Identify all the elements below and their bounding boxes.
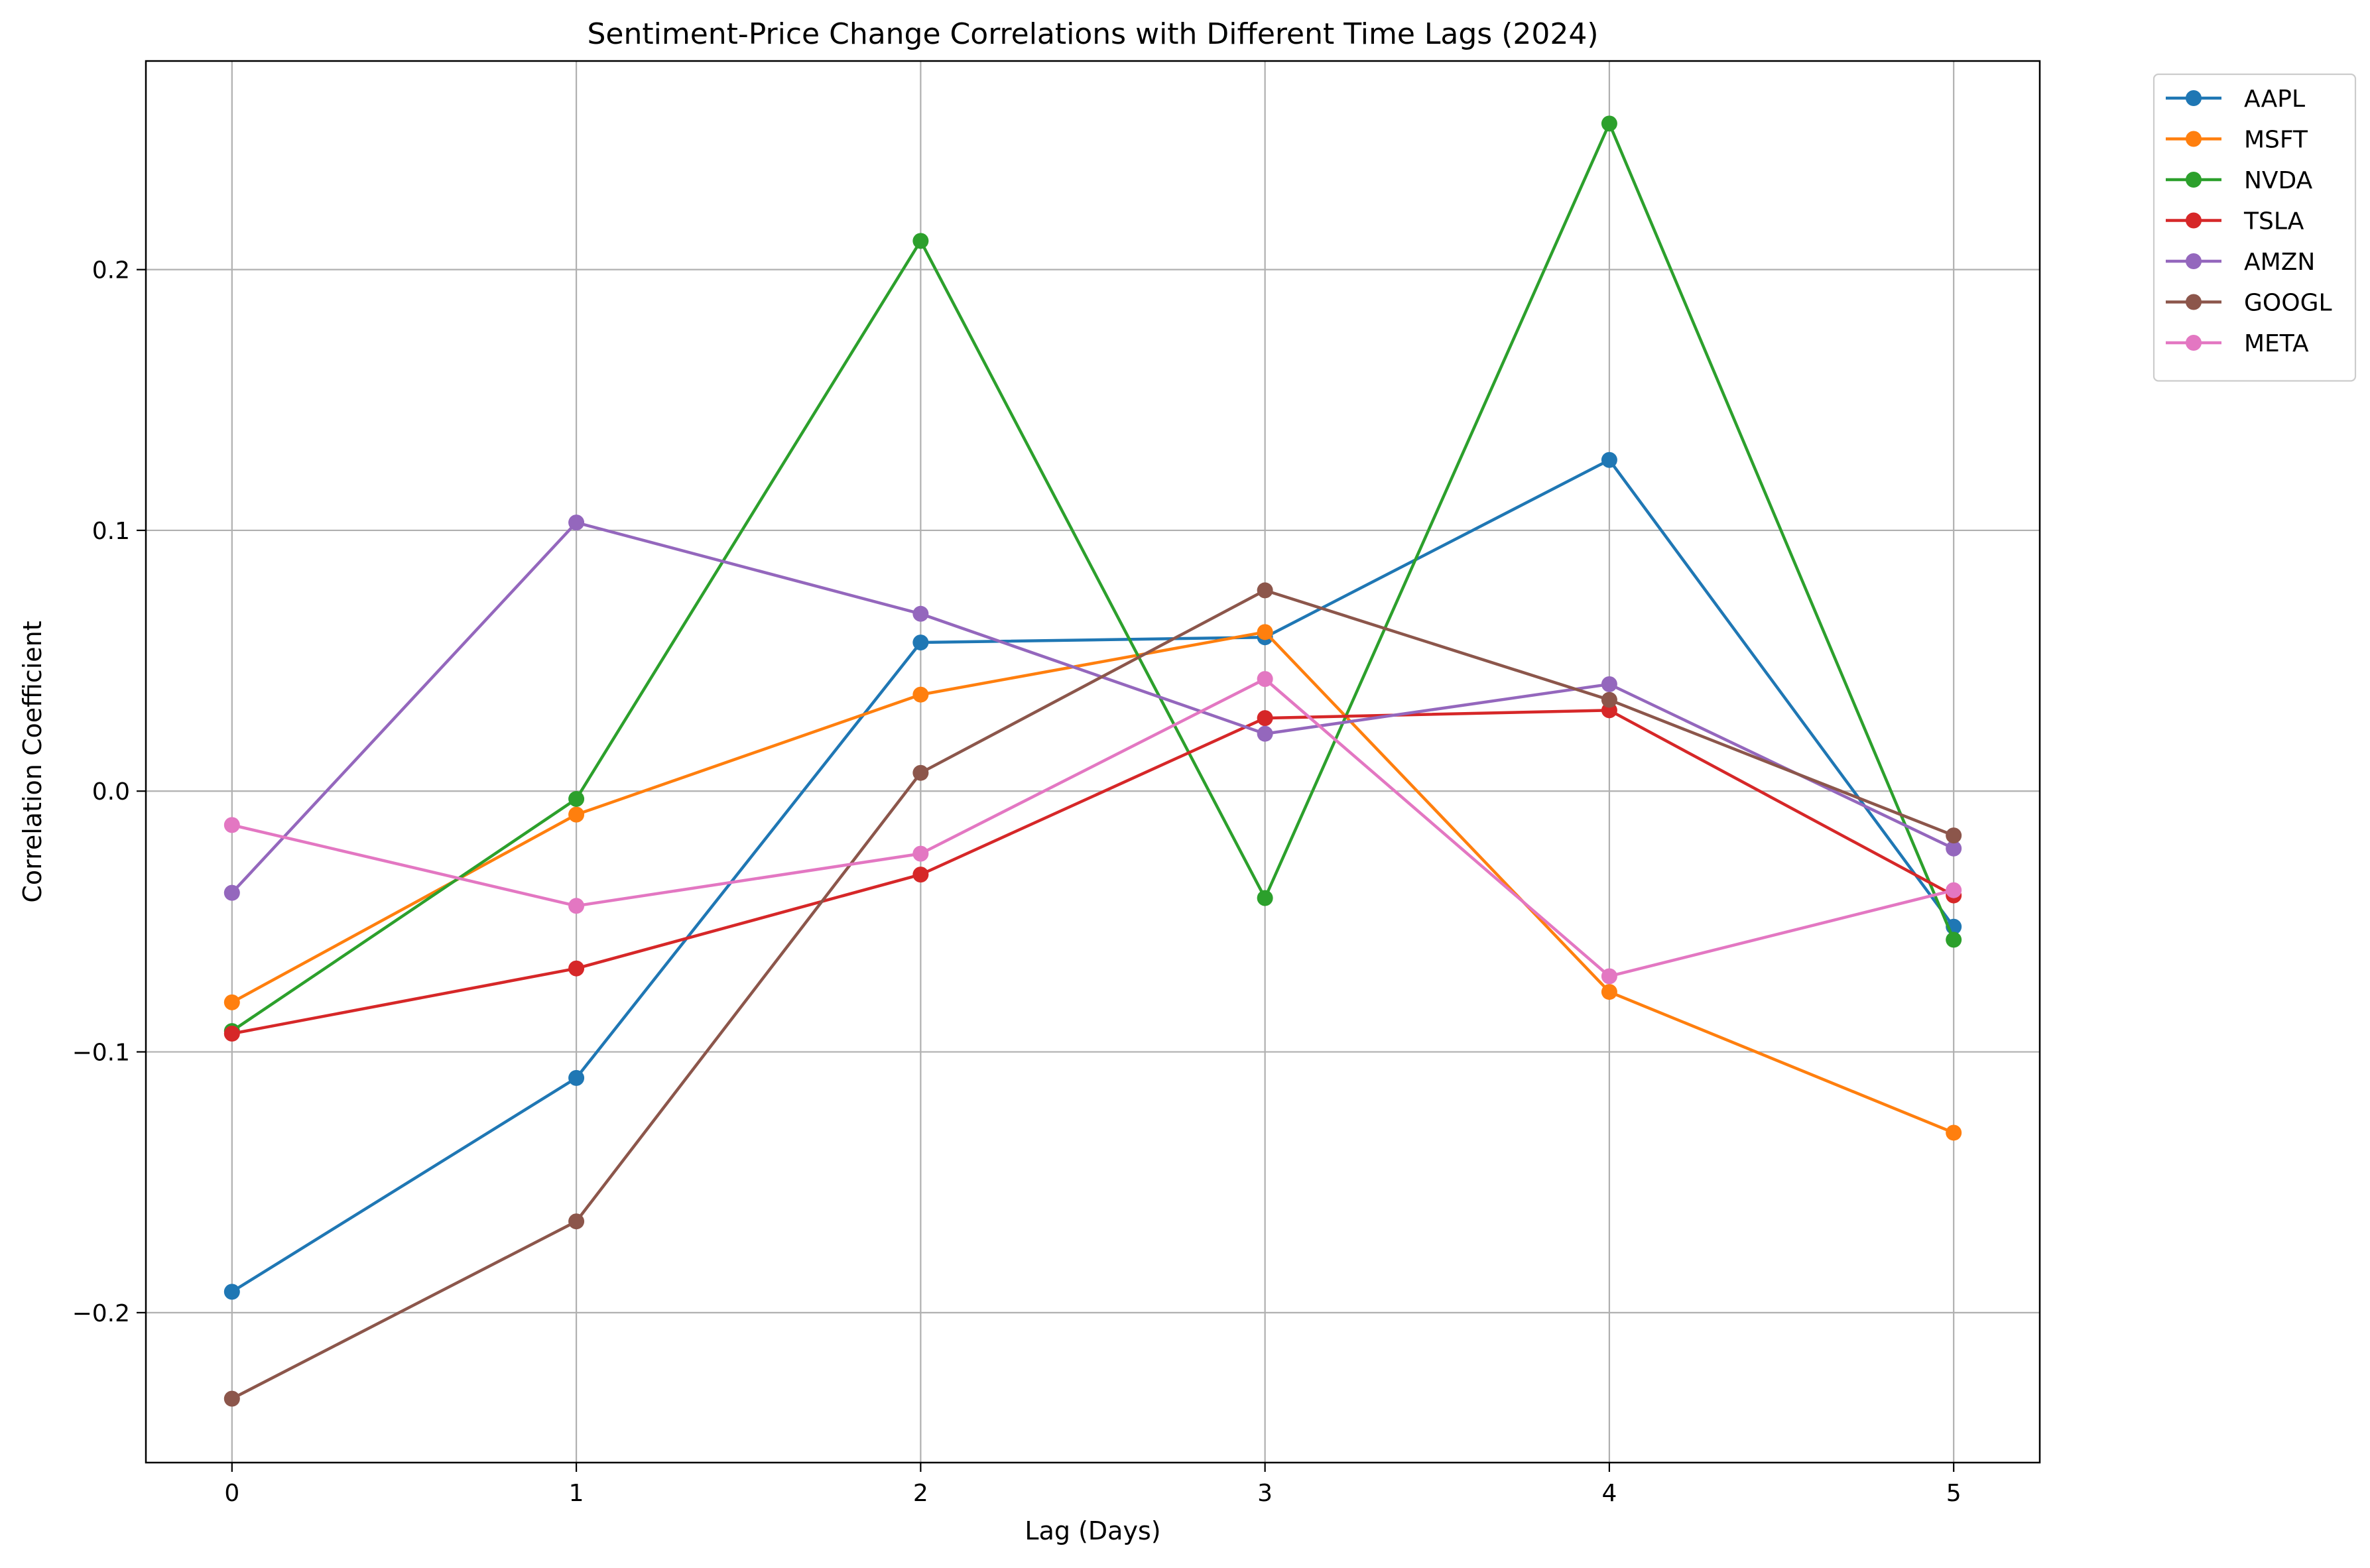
data-point-msft	[1601, 984, 1617, 1000]
data-point-tsla	[1257, 710, 1273, 727]
x-tick-label: 0	[224, 1480, 239, 1507]
series-line-amzn	[231, 520, 1955, 894]
data-point-aapl	[223, 1284, 240, 1300]
data-point-nvda	[912, 233, 929, 249]
series-amzn	[223, 514, 1962, 901]
data-point-meta	[568, 898, 585, 914]
y-axis-label: Correlation Coefficient	[18, 621, 47, 902]
y-tick-label: 0.1	[92, 518, 130, 545]
data-point-msft	[223, 994, 240, 1010]
y-tick-label: −0.2	[72, 1300, 130, 1327]
data-point-amzn	[568, 514, 585, 531]
x-tick-label: 1	[569, 1480, 584, 1507]
data-point-meta	[1946, 882, 1962, 898]
data-point-aapl	[1601, 452, 1617, 468]
x-tick-label: 3	[1257, 1480, 1273, 1507]
y-tick-label: 0.2	[92, 257, 130, 284]
y-tick-label: −0.1	[72, 1040, 130, 1067]
legend-entry: TSLA	[2166, 208, 2304, 235]
data-point-meta	[912, 845, 929, 862]
data-point-msft	[568, 806, 585, 823]
data-point-amzn	[912, 605, 929, 622]
series-line-tsla	[231, 709, 1955, 1036]
data-point-amzn	[1601, 676, 1617, 692]
data-point-nvda	[568, 791, 585, 808]
legend: AAPL MSFT NVDA TSLA AMZN GOOGL META	[2152, 73, 2357, 382]
data-point-amzn	[223, 884, 240, 901]
series-line-nvda	[231, 122, 1956, 1032]
legend-label: META	[2244, 330, 2309, 357]
series-nvda	[223, 115, 1962, 1040]
data-point-tsla	[568, 960, 585, 977]
x-tick-label: 4	[1601, 1480, 1617, 1507]
series-layer	[223, 115, 1962, 1407]
data-point-googl	[568, 1213, 585, 1230]
data-point-msft	[1946, 1124, 1962, 1141]
series-line-googl	[231, 589, 1955, 1400]
data-point-meta	[1257, 671, 1273, 688]
legend-label: NVDA	[2244, 167, 2313, 194]
x-axis-label: Lag (Days)	[1025, 1516, 1160, 1545]
y-tick-label: 0.0	[92, 778, 130, 806]
x-tick-label: 2	[913, 1480, 928, 1507]
data-point-nvda	[1601, 115, 1617, 132]
x-tick-label: 5	[1946, 1480, 1962, 1507]
data-point-aapl	[568, 1069, 585, 1086]
legend-entry: META	[2166, 330, 2309, 357]
data-point-meta	[1601, 968, 1617, 985]
legend-swatch-marker	[2186, 253, 2202, 269]
legend-label: MSFT	[2244, 127, 2308, 154]
legend-swatch-marker	[2186, 131, 2202, 147]
data-point-googl	[1601, 692, 1617, 708]
legend-label: AMZN	[2244, 249, 2315, 276]
data-point-amzn	[1257, 725, 1273, 742]
legend-swatch-marker	[2186, 212, 2202, 229]
data-point-nvda	[1257, 890, 1273, 906]
data-point-amzn	[1946, 840, 1962, 857]
legend-label: GOOGL	[2244, 290, 2332, 317]
legend-entry: NVDA	[2166, 167, 2313, 194]
series-googl	[223, 582, 1962, 1407]
ticks: 0 1 2 3 4 5 −0.2 −0.1 0.0 0.1 0.2	[72, 257, 1962, 1507]
data-point-googl	[1257, 582, 1273, 599]
chart-title: Sentiment-Price Change Correlations with…	[587, 17, 1598, 51]
legend-entry: GOOGL	[2166, 290, 2332, 317]
data-point-meta	[223, 817, 240, 833]
data-point-tsla	[223, 1026, 240, 1042]
data-point-msft	[912, 686, 929, 703]
data-point-msft	[1257, 624, 1273, 640]
series-line-aapl	[231, 458, 1955, 1294]
data-point-googl	[912, 764, 929, 781]
legend-label: AAPL	[2244, 86, 2305, 113]
data-point-googl	[223, 1390, 240, 1407]
legend-swatch-marker	[2186, 294, 2202, 310]
legend-entry: AAPL	[2166, 86, 2305, 113]
data-point-googl	[1946, 827, 1962, 844]
series-line-msft	[231, 631, 1955, 1134]
legend-entry: MSFT	[2166, 127, 2308, 154]
grid	[146, 61, 2040, 1463]
series-line-meta	[231, 677, 1954, 978]
data-point-nvda	[1946, 932, 1962, 948]
legend-box	[2152, 73, 2357, 382]
series-meta	[223, 671, 1962, 985]
legend-swatch-marker	[2186, 172, 2202, 188]
legend-swatch-marker	[2186, 90, 2202, 106]
legend-label: TSLA	[2243, 208, 2304, 235]
series-msft	[223, 624, 1962, 1141]
legend-entry: AMZN	[2166, 249, 2315, 276]
data-point-tsla	[912, 867, 929, 883]
data-point-aapl	[912, 634, 929, 651]
legend-swatch-marker	[2186, 335, 2202, 351]
plot-frame	[145, 60, 2041, 1464]
